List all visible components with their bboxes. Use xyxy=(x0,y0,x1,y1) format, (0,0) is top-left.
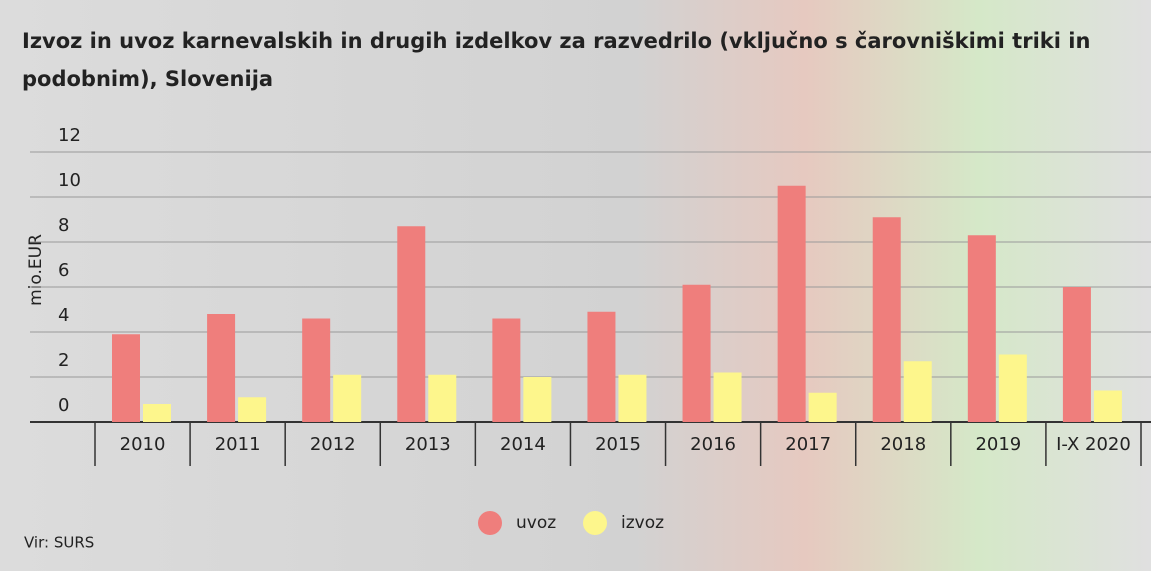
bar xyxy=(967,235,996,422)
x-tick-label: 2019 xyxy=(975,434,1021,455)
bar xyxy=(998,354,1027,422)
bar xyxy=(587,311,616,422)
y-tick-label: 10 xyxy=(58,170,81,191)
y-tick-label: 2 xyxy=(58,350,69,371)
x-tick-label: 2018 xyxy=(880,434,926,455)
bar xyxy=(302,318,331,422)
bar xyxy=(238,397,267,422)
bar xyxy=(523,377,552,422)
x-tick-label: 2015 xyxy=(595,434,641,455)
title-box: Izvoz in uvoz karnevalskih in drugih izd… xyxy=(22,29,1091,91)
legend-label: izvoz xyxy=(621,513,664,533)
bar xyxy=(143,404,171,422)
y-tick-label: 8 xyxy=(58,215,69,236)
bar xyxy=(428,374,457,422)
chart-title: Izvoz in uvoz karnevalskih in drugih izd… xyxy=(22,29,1091,91)
x-tick-label: I-X 2020 xyxy=(1056,434,1131,455)
x-tick-label: 2010 xyxy=(120,434,166,455)
y-tick-label: 0 xyxy=(58,395,69,416)
y-tick-label: 4 xyxy=(58,305,69,326)
bar xyxy=(492,318,521,422)
bar xyxy=(333,374,362,422)
bar xyxy=(808,392,837,422)
y-axis-label: mio.EUR xyxy=(26,234,46,306)
legend-marker xyxy=(478,511,502,535)
y-tick-label: 6 xyxy=(58,260,69,281)
bar xyxy=(1062,287,1091,422)
legend-marker xyxy=(583,511,607,535)
bar xyxy=(618,374,647,422)
bar xyxy=(112,334,140,422)
bar xyxy=(713,372,742,422)
x-tick-label: 2014 xyxy=(500,434,546,455)
x-tick-label: 2016 xyxy=(690,434,736,455)
bar xyxy=(207,314,236,422)
bar xyxy=(872,217,901,422)
bar xyxy=(682,284,711,422)
bar xyxy=(397,226,426,422)
bar xyxy=(777,185,806,422)
bar xyxy=(1093,390,1122,422)
source: Vir: SURS xyxy=(24,534,94,552)
y-tick-label: 12 xyxy=(58,125,81,146)
legend-label: uvoz xyxy=(516,513,556,533)
bar xyxy=(903,361,932,422)
x-tick-label: 2013 xyxy=(405,434,451,455)
x-tick-label: 2012 xyxy=(310,434,356,455)
x-tick-label: 2017 xyxy=(785,434,831,455)
x-tick-label: 2011 xyxy=(215,434,261,455)
